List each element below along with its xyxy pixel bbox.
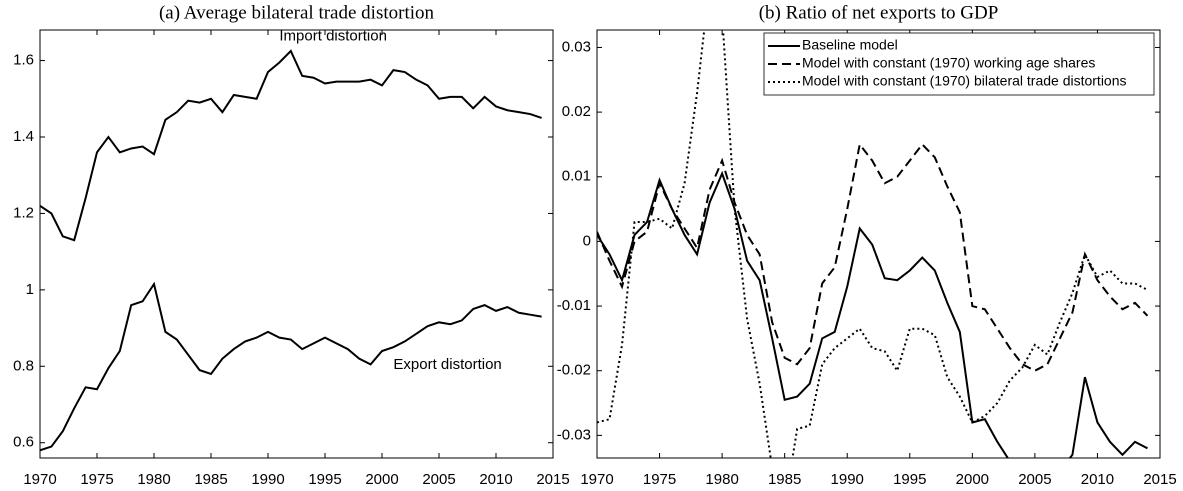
x-tick-label: 1970 — [23, 471, 56, 488]
x-tick-label: 2000 — [365, 471, 398, 488]
legend-label: Model with constant (1970) bilateral tra… — [802, 73, 1127, 89]
x-tick-label: 1985 — [768, 471, 801, 488]
legend-box — [763, 32, 1155, 96]
y-tick-label: 0.03 — [562, 38, 591, 55]
legend-label: Baseline model — [802, 37, 898, 53]
y-tick-label: -0.02 — [557, 362, 591, 379]
legend: Baseline model Model with constant (1970)… — [763, 32, 1155, 96]
x-tick-label: 2005 — [422, 471, 455, 488]
x-tick-label: 1995 — [893, 471, 926, 488]
x-tick-label: 2015 — [536, 471, 569, 488]
x-tick-label: 2000 — [956, 471, 989, 488]
y-tick-label: 0 — [583, 232, 591, 249]
series-line — [597, 170, 1148, 458]
y-tick-label: 1.4 — [13, 128, 34, 145]
y-tick-label: 1.6 — [13, 52, 34, 69]
x-tick-label: 1980 — [137, 471, 170, 488]
series-group — [40, 49, 542, 452]
x-tick-label: 1975 — [643, 471, 676, 488]
series-label: Export distortion — [393, 356, 501, 373]
y-tick-label: 0.8 — [13, 357, 34, 374]
series-line — [40, 49, 542, 242]
x-tick-label: 2005 — [1018, 471, 1051, 488]
series-line — [597, 142, 1149, 372]
series-group — [597, 30, 1149, 458]
x-tick-label: 2010 — [479, 471, 512, 488]
x-tick-label: 1990 — [251, 471, 284, 488]
panel: (a) Average bilateral trade distortion 19… — [13, 2, 570, 488]
x-tick-label: 1995 — [308, 471, 341, 488]
y-tick-label: 0.01 — [562, 168, 591, 185]
series-line — [40, 281, 542, 452]
y-tick-label: -0.01 — [557, 297, 591, 314]
x-tick-label: 1975 — [80, 471, 113, 488]
y-tick-label: -0.03 — [557, 426, 591, 443]
legend-label: Model with constant (1970) working age s… — [802, 55, 1095, 71]
y-tick-label: 0.02 — [562, 103, 591, 120]
x-tick-label: 2010 — [1081, 471, 1114, 488]
x-tick-label: 1970 — [580, 471, 613, 488]
series-line — [597, 30, 1148, 458]
y-tick-label: 0.6 — [13, 434, 34, 451]
panel: (b) Ratio of net exports to GDP 1970 1975 1… — [557, 2, 1177, 488]
x-tick-label: 1985 — [194, 471, 227, 488]
chart-title: (a) Average bilateral trade distortion — [159, 2, 435, 23]
y-tick-label: 1 — [26, 281, 34, 298]
series-label: Import distortion — [279, 27, 387, 44]
plot-frame — [39, 29, 554, 459]
x-tick-label: 1980 — [705, 471, 738, 488]
y-tick-label: 1.2 — [13, 204, 34, 221]
x-tick-label: 1990 — [831, 471, 864, 488]
plot-frame — [596, 29, 1161, 459]
x-tick-label: 2015 — [1143, 471, 1176, 488]
chart-title: (b) Ratio of net exports to GDP — [759, 2, 999, 23]
